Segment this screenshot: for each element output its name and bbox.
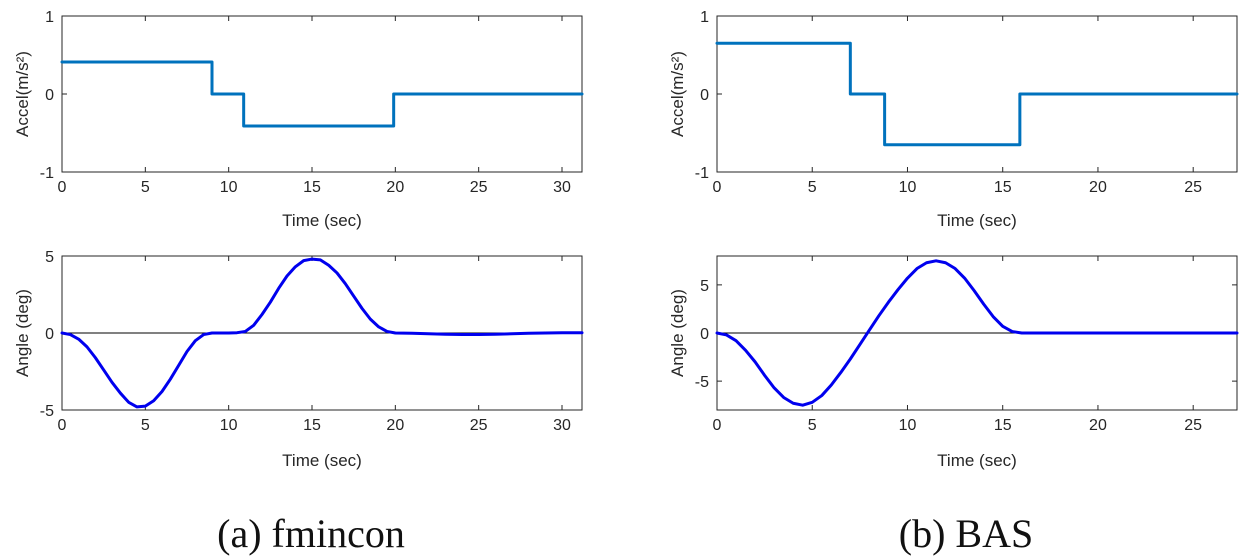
panel-a-accel-ylabel: Accel(m/s²) <box>13 51 32 137</box>
panel-b-accel-xtick-label: 0 <box>713 179 722 196</box>
panel-a-angle-ytick-label: 5 <box>45 249 54 266</box>
panel-b-angle-series-line <box>715 259 1239 407</box>
panel-a-angle-xtick-label: 10 <box>220 417 238 434</box>
panel-b-accel-xtick-label: 10 <box>899 179 917 196</box>
panel-a-angle-xtick-label: 5 <box>141 417 150 434</box>
panel-a-angle-xtick-label: 0 <box>58 417 67 434</box>
panel-b-caption: (b) BAS <box>899 511 1033 556</box>
panel-a-angle-ytick-label: 0 <box>45 326 54 343</box>
panel-b-accel-series-line <box>715 41 1239 147</box>
panel-a-angle-xtick-label: 20 <box>386 417 404 434</box>
panel-a: 0 5 10 15 20 25 30-101 Time (sec) Accel(m/s²) … <box>13 9 584 556</box>
panel-b-accel-xtick-label: 20 <box>1089 179 1107 196</box>
panel-a-accel-xlabel: Time (sec) <box>282 211 362 230</box>
panel-b-angle-ytick-label: 5 <box>700 278 709 295</box>
panel-a-accel-xtick-label: 25 <box>470 179 488 196</box>
panel-b-angle-ytick-label: -5 <box>695 374 709 391</box>
panel-b-angle-xtick-label: 20 <box>1089 417 1107 434</box>
panel-b-angle-xtick-label: 5 <box>808 417 817 434</box>
panel-b-accel-ytick-label: -1 <box>695 165 709 182</box>
panel-a-accel-series-line <box>60 60 584 128</box>
panel-b-accel-xlabel: Time (sec) <box>937 211 1017 230</box>
panel-b-angle-xlabel: Time (sec) <box>937 451 1017 470</box>
panel-b-angle-ytick-label: 0 <box>700 326 709 343</box>
panel-b-angle-xtick-label: 15 <box>994 417 1012 434</box>
panel-a-angle-xlabel: Time (sec) <box>282 451 362 470</box>
panel-a-angle-xtick-label: 30 <box>553 417 571 434</box>
panel-a-angle-ytick-label: -5 <box>40 403 54 420</box>
panel-b-accel-xtick-label: 25 <box>1184 179 1202 196</box>
panel-b-angle-xtick-label: 0 <box>713 417 722 434</box>
panel-b-angle-xtick-label: 25 <box>1184 417 1202 434</box>
panel-b-accel-xtick-label: 5 <box>808 179 817 196</box>
panel-b-accel-ytick-label: 0 <box>700 87 709 104</box>
panel-a-angle-series-line <box>60 257 584 409</box>
panel-a-accel-xtick-label: 15 <box>303 179 321 196</box>
panel-b-accel-ylabel: Accel(m/s²) <box>668 51 687 137</box>
panel-b-angle-xtick-label: 10 <box>899 417 917 434</box>
panel-b-angle-ylabel: Angle (deg) <box>668 289 687 377</box>
panel-b-angle-axes: 0 5 10 15 20 25 -5 0 5 <box>695 255 1239 434</box>
panel-a-angle-axes: 0 5 10 15 20 25 30-505 <box>40 249 584 434</box>
panel-b-accel-axes: 0 5 10 15 20 25-101 <box>695 9 1239 196</box>
panel-a-accel-ytick-label: 0 <box>45 87 54 104</box>
panel-a-caption: (a) fmincon <box>217 511 405 556</box>
panel-a-accel-xtick-label: 20 <box>386 179 404 196</box>
panel-a-angle-xtick-label: 25 <box>470 417 488 434</box>
panel-a-angle-xtick-label: 15 <box>303 417 321 434</box>
panel-a-accel-xtick-label: 30 <box>553 179 571 196</box>
panel-a-angle-ylabel: Angle (deg) <box>13 289 32 377</box>
panel-a-accel-xtick-label: 0 <box>58 179 67 196</box>
panel-a-accel-axes: 0 5 10 15 20 25 30-101 <box>40 9 584 196</box>
panel-b-accel-xtick-label: 15 <box>994 179 1012 196</box>
panel-a-accel-xtick-label: 10 <box>220 179 238 196</box>
panel-a-accel-ytick-label: 1 <box>45 9 54 26</box>
panel-a-accel-xtick-label: 5 <box>141 179 150 196</box>
panel-b-accel-ytick-label: 1 <box>700 9 709 26</box>
panel-a-accel-ytick-label: -1 <box>40 165 54 182</box>
